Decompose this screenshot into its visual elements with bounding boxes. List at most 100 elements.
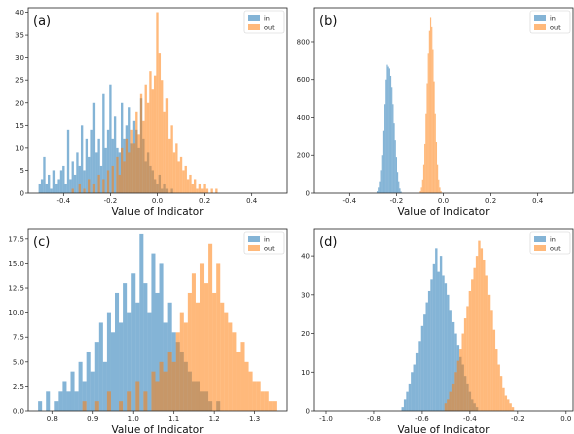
y-tick-label: 17.5 bbox=[8, 235, 24, 243]
histogram-bar-in bbox=[393, 123, 395, 193]
histogram-bars bbox=[401, 240, 515, 411]
histogram-bar-in bbox=[395, 157, 397, 193]
histogram-bar-in bbox=[38, 183, 41, 193]
histogram-bar-in bbox=[388, 68, 390, 193]
x-tick-label: 0.2 bbox=[485, 197, 496, 205]
histogram-bar-in bbox=[43, 156, 46, 193]
y-tick-label: 7.5 bbox=[13, 334, 24, 342]
histogram-bar-in bbox=[123, 283, 128, 411]
histogram-bar-in bbox=[398, 181, 400, 193]
histogram-bar-in bbox=[76, 152, 79, 193]
histogram-bar-out bbox=[212, 292, 217, 411]
histogram-bar-in bbox=[82, 381, 87, 411]
histogram-bar-in bbox=[86, 351, 91, 411]
histogram-bar-out bbox=[153, 75, 157, 193]
histogram-bar-in bbox=[62, 381, 67, 411]
histogram-bar-in bbox=[413, 364, 416, 411]
histogram-bar-out bbox=[433, 81, 435, 193]
panel-label: (d) bbox=[319, 235, 337, 250]
histogram-bar-out bbox=[204, 283, 209, 411]
histogram-bar-out bbox=[490, 310, 493, 411]
y-tick-label: 10 bbox=[15, 144, 24, 152]
x-tick-label: -0.2 bbox=[390, 197, 404, 205]
histogram-bar-in bbox=[411, 372, 414, 411]
x-tick-label: 0.8 bbox=[47, 415, 58, 423]
histogram-bar-out bbox=[475, 256, 479, 411]
histogram-bar-in bbox=[90, 371, 95, 411]
histogram-bar-in bbox=[66, 391, 71, 411]
histogram-bar-out bbox=[123, 161, 126, 193]
histogram-bar-out bbox=[201, 188, 204, 193]
chart-panel: -1.0 -0.8 -0.6 -0.4 -0.2 0.0 0 10 20 30 40 Value of… bbox=[301, 228, 574, 434]
y-tick-label: 15.0 bbox=[8, 260, 24, 268]
legend-swatch-out bbox=[248, 245, 260, 251]
x-axis-label: Value of Indicator bbox=[111, 424, 204, 434]
histogram-bar-in bbox=[415, 352, 419, 411]
histogram-bar-in bbox=[392, 104, 394, 193]
histogram-bar-in bbox=[48, 174, 51, 193]
histogram-bar-out bbox=[172, 152, 176, 193]
histogram-bar-out bbox=[165, 98, 169, 193]
histogram-bar-out bbox=[127, 391, 132, 411]
histogram-bar-out bbox=[142, 120, 145, 193]
histogram-bar-in bbox=[378, 187, 380, 193]
histogram-bar-in bbox=[435, 248, 438, 411]
y-tick-label: 10.0 bbox=[8, 309, 24, 317]
histogram-bar-out bbox=[168, 138, 171, 193]
histogram-bar-out bbox=[459, 349, 462, 411]
histogram-bar-in bbox=[50, 188, 53, 193]
x-tick-label: 0.0 bbox=[152, 197, 163, 205]
histogram-bar-out bbox=[420, 187, 422, 193]
histogram-bar-in bbox=[54, 401, 59, 411]
histogram-bar-out bbox=[182, 170, 185, 193]
histogram-bar-in bbox=[69, 179, 72, 193]
x-tick-label: -0.2 bbox=[511, 415, 525, 423]
histogram-bar-in bbox=[447, 294, 450, 411]
histogram-bar-out bbox=[144, 84, 147, 193]
histogram-bar-out bbox=[466, 306, 469, 411]
x-tick-label: -0.4 bbox=[56, 197, 70, 205]
y-tick-label: 20 bbox=[301, 330, 310, 338]
y-tick-label: 800 bbox=[297, 38, 310, 46]
histogram-bar-in bbox=[83, 170, 86, 193]
y-tick-label: 400 bbox=[297, 114, 310, 122]
histogram-bar-out bbox=[161, 80, 164, 193]
histogram-bar-in bbox=[80, 125, 84, 193]
histogram-bar-out bbox=[189, 174, 192, 193]
histogram-bar-in bbox=[119, 322, 124, 411]
histogram-bar-out bbox=[151, 89, 154, 193]
legend-label-in: in bbox=[264, 15, 270, 23]
histogram-bar-in bbox=[391, 87, 393, 193]
histogram-bar-out bbox=[191, 183, 194, 193]
histogram-bar-in bbox=[163, 322, 168, 411]
x-axis-label: Value of Indicator bbox=[397, 206, 490, 218]
histogram-bar-out bbox=[268, 401, 273, 411]
legend-label-out: out bbox=[550, 245, 561, 253]
histogram-bar-in bbox=[106, 312, 111, 411]
y-tick-label: 10 bbox=[301, 369, 310, 377]
histogram-bar-out bbox=[499, 376, 503, 411]
histogram-bar-in bbox=[52, 170, 56, 193]
histogram-bar-out bbox=[451, 383, 455, 411]
histogram-bar-in bbox=[143, 283, 148, 411]
legend-label-out: out bbox=[550, 24, 561, 32]
histogram-bar-in bbox=[94, 342, 99, 411]
panel-label: (b) bbox=[319, 14, 337, 29]
histogram-bar-out bbox=[426, 83, 428, 193]
histogram-bar-out bbox=[461, 333, 464, 411]
legend-label-in: in bbox=[550, 236, 556, 244]
plot-frame bbox=[313, 228, 574, 412]
histogram-bar-out bbox=[431, 26, 433, 193]
histogram-bar-out bbox=[175, 332, 180, 411]
histogram-bar-out bbox=[220, 302, 225, 411]
histogram-bar-in bbox=[102, 93, 105, 193]
histogram-bar-in bbox=[408, 383, 412, 411]
histogram-bar-out bbox=[228, 322, 233, 411]
legend-label-out: out bbox=[264, 245, 275, 253]
histogram-bar-in bbox=[62, 165, 65, 193]
histogram-bar-out bbox=[248, 371, 253, 411]
y-tick-label: 20 bbox=[15, 99, 24, 107]
histogram-bar-in bbox=[432, 263, 436, 411]
panel-label: (c) bbox=[33, 235, 50, 250]
x-tick-label: -0.4 bbox=[463, 415, 477, 423]
